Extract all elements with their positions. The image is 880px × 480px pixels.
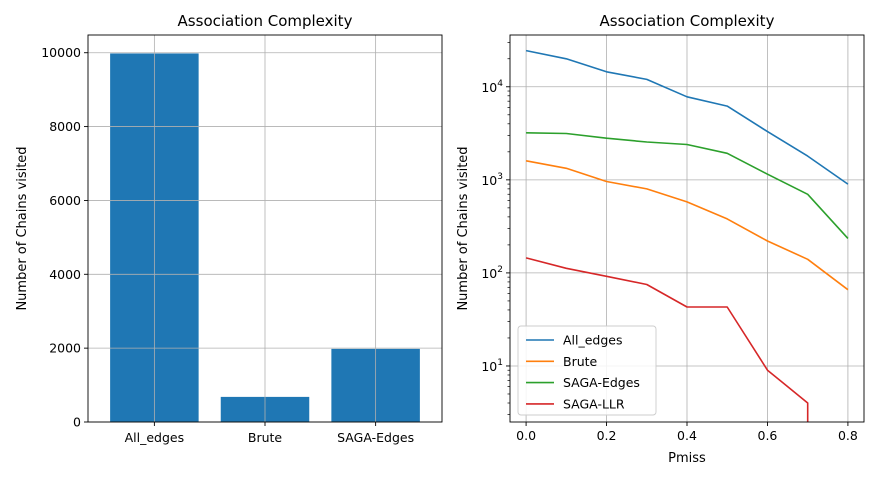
series-line-saga-edges: [526, 132, 849, 239]
line-y-tick-exponent: 2: [497, 265, 503, 275]
line-y-tick-base: 10: [481, 173, 497, 188]
line-y-tick-label: 102: [481, 265, 503, 281]
line-x-tick-label: 0.0: [516, 428, 536, 443]
line-y-tick-label: 101: [481, 358, 503, 374]
line-x-tick-label: 0.6: [758, 428, 778, 443]
bar-y-tick-label: 4000: [49, 267, 81, 282]
bar-y-tick-label: 8000: [49, 119, 81, 134]
line-y-tick-base: 10: [481, 266, 497, 281]
bar-y-tick-label: 0: [73, 415, 81, 430]
line-chart-ylabel: Number of Chains visited: [456, 146, 471, 310]
line-y-tick-base: 10: [481, 80, 497, 95]
series-line-saga-llr: [525, 257, 809, 422]
line-y-tick-label: 103: [481, 172, 503, 188]
bar-y-tick-label: 2000: [49, 341, 81, 356]
line-y-tick-exponent: 3: [497, 172, 503, 182]
legend-label: All_edges: [563, 333, 623, 348]
line-y-tick-exponent: 1: [497, 358, 503, 368]
bar-chart-ylabel: Number of Chains visited: [15, 146, 30, 310]
legend-label: Brute: [563, 354, 598, 369]
bar-x-tick-label: Brute: [248, 430, 283, 445]
series-line-brute: [525, 160, 849, 291]
line-x-tick-label: 0.8: [838, 428, 858, 443]
bar-y-tick-label: 6000: [49, 193, 81, 208]
legend-label: SAGA-Edges: [563, 375, 640, 390]
bar-y-tick-label: 10000: [41, 45, 81, 60]
bar-x-tick-label: SAGA-Edges: [337, 430, 414, 445]
bar-chart: 0 2000 4000 6000 8000 10000 All_edges Brute SAGA…: [15, 12, 443, 445]
legend-label: SAGA-LLR: [563, 396, 625, 411]
line-y-tick-label: 104: [481, 79, 503, 95]
bar-chart-title: Association Complexity: [178, 12, 353, 30]
line-y-tick-exponent: 4: [497, 79, 503, 89]
line-chart-legend: All_edges Brute SAGA-Edges SAGA-LLR: [517, 325, 657, 416]
bar-x-tick-label: All_edges: [125, 430, 185, 445]
line-chart-title: Association Complexity: [600, 12, 775, 30]
line-chart-xlabel: Pmiss: [668, 451, 706, 466]
series-line-all_edges: [525, 49, 849, 185]
line-chart-series: [525, 49, 849, 422]
legend-box: [517, 325, 657, 416]
line-x-tick-label: 0.4: [677, 428, 697, 443]
line-x-tick-label: 0.2: [597, 428, 617, 443]
line-y-tick-base: 10: [481, 359, 497, 374]
bar-chart-ticks: 0 2000 4000 6000 8000 10000 All_edges Brute SAGA…: [41, 45, 414, 445]
